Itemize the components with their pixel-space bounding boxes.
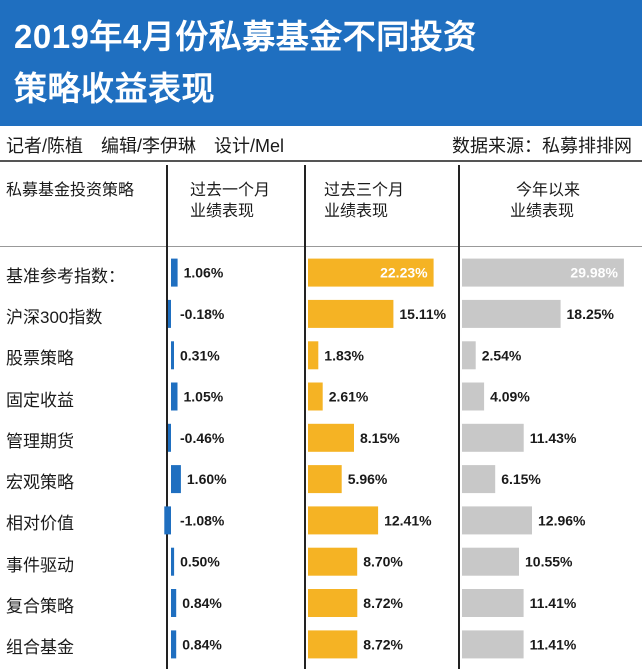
bar-series1 <box>171 630 177 659</box>
data-label-series1: 0.50% <box>180 554 220 570</box>
data-label-series3: 18.25% <box>567 306 615 322</box>
column-divider-2 <box>304 165 306 669</box>
chart-title-line2: 策略收益表现 <box>14 70 215 107</box>
row-label: 固定收益 <box>6 390 74 410</box>
data-label-series3: 4.09% <box>490 389 530 405</box>
data-label-series3: 2.54% <box>482 347 522 363</box>
data-label-series3: 11.41% <box>530 595 577 611</box>
bar-series2 <box>308 465 342 494</box>
three-month-header-l1: 过去三个月 <box>324 182 405 199</box>
bar-series3 <box>462 506 532 535</box>
bar-series3 <box>462 423 524 452</box>
data-label-series2: 2.61% <box>329 389 369 405</box>
ytd-header-l1: 今年以来 <box>516 182 581 199</box>
bar-series3 <box>462 465 496 494</box>
data-source: 数据来源：私募排排网 <box>452 136 632 156</box>
data-label-series1: 1.60% <box>187 471 227 487</box>
bar-series2 <box>308 547 358 576</box>
data-label-series3: 10.55% <box>525 554 573 570</box>
title-banner <box>0 0 642 126</box>
data-label-series1: 0.84% <box>182 595 222 611</box>
column-divider-1 <box>166 165 168 669</box>
bar-series3 <box>462 382 485 411</box>
data-label-series1: 1.05% <box>184 389 224 405</box>
bar-series2 <box>308 589 358 617</box>
bar-series2 <box>308 506 379 535</box>
data-label-series3: 12.96% <box>538 512 586 528</box>
bar-series1 <box>171 547 175 576</box>
bar-series3 <box>462 589 524 617</box>
data-label-series2: 22.23% <box>380 265 428 281</box>
ytd-header-l2: 业绩表现 <box>510 203 575 220</box>
column-header-divider <box>0 246 642 247</box>
bar-series1 <box>171 258 178 287</box>
bar-series2 <box>308 382 323 411</box>
header-divider <box>0 160 642 162</box>
row-label: 股票策略 <box>6 349 74 369</box>
bar-series1 <box>171 465 181 494</box>
data-label-series3: 6.15% <box>501 471 541 487</box>
data-label-series3: 11.43% <box>530 430 577 446</box>
row-label: 复合策略 <box>6 597 74 617</box>
bar-series1 <box>168 423 171 452</box>
bar-series2 <box>308 423 354 452</box>
bar-series2 <box>308 299 394 328</box>
data-label-series2: 15.11% <box>399 306 446 322</box>
bar-series3 <box>462 258 624 287</box>
data-label-series1: 0.31% <box>180 347 220 363</box>
bar-series2 <box>308 258 434 287</box>
data-label-series1: -0.18% <box>180 306 225 322</box>
strategy-column-header: 私募基金投资策略 <box>6 182 135 199</box>
bar-series1 <box>168 299 171 328</box>
data-label-series1: 0.84% <box>182 636 222 652</box>
bar-series1 <box>164 506 171 535</box>
row-label: 事件驱动 <box>6 555 74 575</box>
bar-series3 <box>462 299 561 328</box>
data-label-series2: 8.15% <box>360 430 400 446</box>
bar-series3 <box>462 341 476 370</box>
bar-series2 <box>308 341 319 370</box>
data-label-series1: 1.06% <box>184 265 224 281</box>
three-month-header-l2: 业绩表现 <box>324 203 389 220</box>
row-label: 沪深300指数 <box>6 307 103 327</box>
chart-title-line1: 2019年4月份私募基金不同投资 <box>14 18 477 55</box>
one-month-header-l2: 业绩表现 <box>190 203 255 220</box>
bar-series3 <box>462 630 524 659</box>
row-label: 宏观策略 <box>6 473 74 493</box>
data-label-series1: -1.08% <box>180 512 225 528</box>
data-label-series3: 11.41% <box>530 636 577 652</box>
row-label: 基准参考指数： <box>6 266 125 286</box>
data-label-series2: 8.72% <box>363 595 403 611</box>
row-label: 相对价值 <box>6 514 74 534</box>
data-label-series2: 12.41% <box>384 512 432 528</box>
data-label-series2: 8.70% <box>363 554 403 570</box>
data-label-series3: 29.98% <box>570 265 618 281</box>
bar-series1 <box>171 341 174 370</box>
bar-series1 <box>171 589 177 617</box>
data-label-series2: 5.96% <box>348 471 388 487</box>
data-label-series1: -0.46% <box>180 430 225 446</box>
column-divider-3 <box>458 165 460 669</box>
row-label: 组合基金 <box>6 638 74 658</box>
bar-series1 <box>171 382 178 411</box>
bar-series3 <box>462 547 519 576</box>
data-label-series2: 8.72% <box>363 636 403 652</box>
row-label: 管理期货 <box>6 431 74 451</box>
one-month-header-l1: 过去一个月 <box>190 182 271 199</box>
bar-series2 <box>308 630 358 659</box>
credits-left: 记者/陈植 编辑/李伊琳 设计/Mel <box>6 136 285 156</box>
data-label-series2: 1.83% <box>324 347 364 363</box>
